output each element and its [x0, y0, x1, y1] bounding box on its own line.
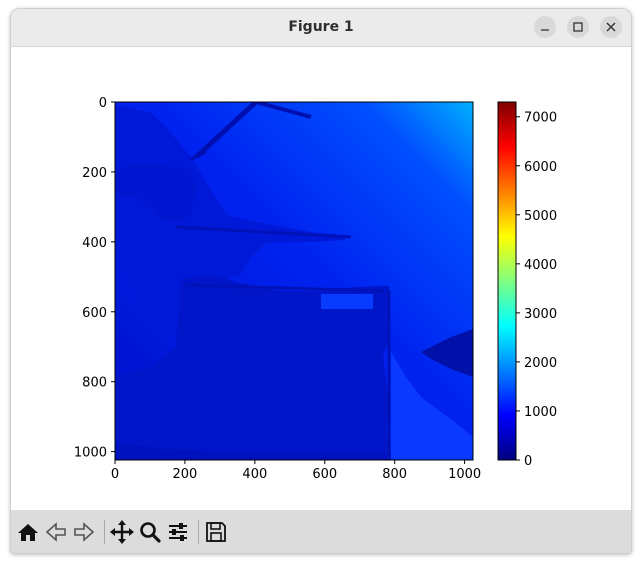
depth-dark-corner: [421, 329, 473, 377]
x-tick-label: 800: [382, 467, 407, 482]
y-tick-label: 200: [82, 166, 107, 181]
depth-edge-line: [190, 150, 207, 161]
figure-canvas[interactable]: 0 200 400 600 800 1000 0 200 400 600 800 1000 0 100…: [11, 47, 631, 510]
zoom-icon: [140, 522, 161, 543]
x-tick-label: 200: [173, 467, 198, 482]
depth-edge-line: [185, 283, 384, 293]
save-icon: [206, 522, 226, 542]
depth-edge-line: [175, 225, 352, 239]
forward-button[interactable]: [71, 519, 97, 545]
title-bar[interactable]: Figure 1: [11, 9, 631, 47]
colorbar-tick-label: 0: [524, 454, 532, 469]
x-tick-label: 600: [312, 467, 337, 482]
y-tick-label: 600: [82, 306, 107, 321]
depth-floor-right: [391, 352, 473, 460]
home-icon: [18, 524, 38, 541]
colorbar[interactable]: 0 1000 2000 3000 4000 5000 6000 7000: [497, 101, 557, 469]
colorbar-tick-label: 7000: [524, 111, 557, 126]
home-button[interactable]: [15, 519, 41, 545]
depth-furniture-region: [115, 275, 391, 460]
y-tick-label: 400: [82, 236, 107, 251]
configure-subplots-button[interactable]: [165, 519, 191, 545]
colorbar-tick-label: 1000: [524, 405, 557, 420]
colorbar-tick-label: 4000: [524, 258, 557, 273]
y-axis: 0 200 400 600 800 1000: [74, 96, 115, 461]
maximize-icon: [573, 22, 583, 32]
plot-svg[interactable]: 0 200 400 600 800 1000 0 200 400 600 800 1000 0 100…: [11, 47, 631, 510]
back-button[interactable]: [43, 519, 69, 545]
maximize-button[interactable]: [567, 16, 589, 38]
zoom-button[interactable]: [137, 519, 163, 545]
colorbar-ticks: 0 1000 2000 3000 4000 5000 6000 7000: [516, 111, 557, 469]
colorbar-tick-label: 2000: [524, 356, 557, 371]
back-icon: [45, 522, 66, 542]
pan-button[interactable]: [109, 519, 135, 545]
y-tick-label: 800: [82, 376, 107, 391]
navigation-toolbar: [11, 510, 631, 553]
depth-edge-line: [255, 102, 312, 119]
forward-icon: [74, 522, 95, 542]
window-title: Figure 1: [288, 19, 354, 35]
colorbar-tick-label: 3000: [524, 307, 557, 322]
pan-icon: [110, 520, 134, 544]
close-icon: [606, 22, 616, 32]
toolbar-separator: [198, 520, 199, 544]
minimize-icon: [541, 29, 549, 31]
depth-chair-region: [115, 164, 196, 222]
colorbar-tick-label: 5000: [524, 209, 557, 224]
figure-window: Figure 1: [10, 8, 632, 554]
depth-opening: [321, 294, 373, 309]
configure-subplots-icon: [169, 523, 187, 541]
depth-floor-edge: [115, 442, 391, 460]
minimize-button[interactable]: [534, 16, 556, 38]
toolbar-separator: [104, 520, 105, 544]
x-tick-label: 1000: [448, 467, 481, 482]
save-button[interactable]: [203, 519, 229, 545]
axes-frame: [114, 101, 474, 461]
x-tick-label: 0: [111, 467, 119, 482]
depth-shadow-region: [115, 105, 346, 332]
y-tick-label: 0: [99, 96, 107, 111]
depth-edge-line: [194, 102, 258, 159]
heatmap-image[interactable]: [115, 102, 473, 460]
y-tick-label: 1000: [74, 446, 107, 461]
colorbar-tick-label: 6000: [524, 160, 557, 175]
x-axis: 0 200 400 600 800 1000: [111, 460, 481, 482]
colorbar-gradient: [497, 101, 517, 461]
close-button[interactable]: [600, 16, 622, 38]
x-tick-label: 400: [242, 467, 267, 482]
